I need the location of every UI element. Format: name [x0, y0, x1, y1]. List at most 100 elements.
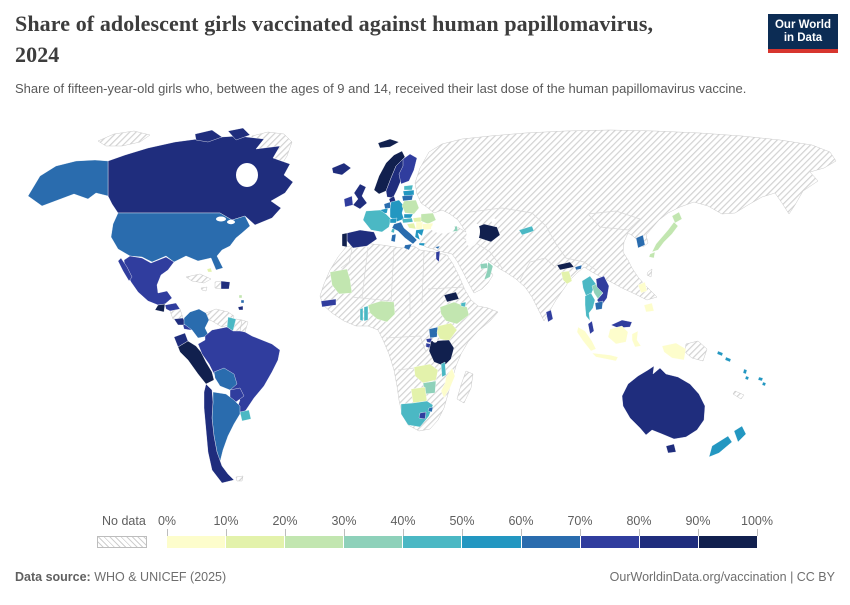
- country-brazil[interactable]: [197, 326, 281, 417]
- country-france[interactable]: [362, 209, 392, 233]
- legend-bin-0-10%[interactable]: [167, 536, 227, 548]
- country-indonesia-sumatra[interactable]: [576, 326, 597, 352]
- landmass-africa-no-data[interactable]: [319, 242, 499, 432]
- country-uruguay[interactable]: [239, 409, 252, 422]
- country-south-africa[interactable]: [400, 400, 434, 428]
- country-bolivia[interactable]: [213, 367, 238, 391]
- country-romania[interactable]: [420, 212, 437, 225]
- country-greece-crete[interactable]: [418, 242, 426, 247]
- country-canada-arctic-islands-2[interactable]: [227, 127, 251, 141]
- country-bahamas[interactable]: [206, 267, 213, 273]
- country-russia-west-wrap[interactable]: [97, 130, 151, 147]
- country-japan-kyushu[interactable]: [648, 251, 656, 259]
- legend-bin-60-70%[interactable]: [521, 536, 581, 548]
- country-peru[interactable]: [177, 340, 215, 385]
- country-djibouti[interactable]: [460, 301, 467, 308]
- country-canada[interactable]: [107, 135, 294, 226]
- country-jamaica[interactable]: [200, 286, 208, 292]
- country-australia[interactable]: [621, 365, 706, 440]
- country-united-arab-emirates[interactable]: [479, 262, 489, 270]
- country-trinidad-and-tobago[interactable]: [237, 305, 244, 311]
- country-falkland-islands[interactable]: [235, 475, 244, 482]
- country-norway[interactable]: [373, 150, 406, 195]
- country-thailand[interactable]: [584, 292, 596, 322]
- country-dominican-republic[interactable]: [220, 280, 231, 290]
- country-mauritania[interactable]: [329, 268, 353, 295]
- country-togo[interactable]: [359, 307, 364, 322]
- country-japan-hokkaido[interactable]: [671, 211, 683, 224]
- country-japan-honshu[interactable]: [651, 221, 679, 253]
- country-nigeria[interactable]: [367, 300, 396, 323]
- country-austria[interactable]: [401, 217, 414, 224]
- legend-bin-80-90%[interactable]: [639, 536, 699, 548]
- country-iceland[interactable]: [331, 162, 352, 176]
- country-spain[interactable]: [346, 229, 378, 249]
- legend-bin-70-80%[interactable]: [580, 536, 640, 548]
- country-solomon-islands[interactable]: [716, 350, 732, 363]
- legend-no-data-swatch[interactable]: [97, 536, 147, 548]
- country-mozambique[interactable]: [440, 367, 456, 399]
- country-new-caledonia[interactable]: [732, 390, 745, 400]
- country-tanzania[interactable]: [428, 339, 455, 367]
- landmass-eurasia-no-data[interactable]: [414, 129, 837, 322]
- country-lesotho[interactable]: [418, 411, 427, 420]
- country-south-korea[interactable]: [635, 234, 646, 249]
- country-italy-sicily[interactable]: [403, 243, 413, 251]
- country-ireland[interactable]: [343, 195, 354, 208]
- country-saint-lucia[interactable]: [238, 294, 243, 299]
- legend-bin-30-40%[interactable]: [344, 536, 404, 548]
- country-cyprus[interactable]: [434, 245, 441, 250]
- country-colombia[interactable]: [183, 308, 210, 339]
- country-hungary[interactable]: [412, 216, 423, 223]
- country-italy-sardinia[interactable]: [390, 233, 397, 243]
- country-oman[interactable]: [483, 261, 494, 281]
- country-barbados[interactable]: [240, 299, 245, 304]
- country-botswana[interactable]: [410, 386, 428, 404]
- country-latvia[interactable]: [402, 189, 415, 197]
- country-estonia[interactable]: [403, 184, 414, 191]
- legend-bin-90-100%[interactable]: [698, 536, 757, 548]
- country-eswatini[interactable]: [427, 406, 434, 413]
- country-indonesia-kalimantan[interactable]: [607, 325, 629, 345]
- country-haiti[interactable]: [214, 280, 222, 290]
- country-serbia[interactable]: [415, 221, 424, 231]
- country-australia-tasmania[interactable]: [665, 443, 677, 454]
- owid-link[interactable]: OurWorldinData.org/vaccination | CC BY: [609, 570, 835, 584]
- country-fiji[interactable]: [757, 376, 767, 387]
- country-switzerland[interactable]: [389, 217, 398, 224]
- legend-bin-50-60%[interactable]: [462, 536, 522, 548]
- country-kyrgyzstan[interactable]: [518, 225, 535, 236]
- country-lithuania[interactable]: [401, 194, 414, 202]
- country-cambodia[interactable]: [594, 300, 604, 311]
- country-usa[interactable]: [110, 212, 251, 271]
- country-united-kingdom[interactable]: [352, 183, 368, 210]
- country-philippines-mindanao[interactable]: [643, 302, 655, 313]
- country-honduras[interactable]: [164, 302, 181, 312]
- country-sri-lanka[interactable]: [545, 309, 554, 323]
- country-vanuatu[interactable]: [742, 368, 750, 381]
- country-senegal[interactable]: [320, 298, 337, 308]
- country-guatemala[interactable]: [154, 303, 166, 313]
- country-bangladesh[interactable]: [560, 270, 573, 285]
- country-croatia[interactable]: [406, 222, 417, 230]
- owid-logo[interactable]: Our World in Data: [768, 14, 838, 53]
- country-benin[interactable]: [363, 305, 369, 322]
- country-finland[interactable]: [398, 153, 418, 185]
- legend-bin-40-50%[interactable]: [403, 536, 463, 548]
- country-israel[interactable]: [435, 250, 441, 263]
- country-indonesia-java[interactable]: [591, 352, 619, 362]
- country-new-zealand-south[interactable]: [708, 435, 733, 458]
- country-greece[interactable]: [414, 228, 425, 241]
- country-papua-new-guinea[interactable]: [684, 340, 708, 362]
- country-new-zealand-north[interactable]: [733, 425, 747, 443]
- country-cuba[interactable]: [185, 273, 212, 284]
- country-portugal[interactable]: [341, 232, 348, 248]
- country-uganda[interactable]: [428, 326, 439, 339]
- country-indonesia-papua[interactable]: [661, 342, 687, 361]
- country-poland[interactable]: [401, 199, 420, 215]
- country-indonesia-sulawesi[interactable]: [631, 330, 642, 348]
- country-czechia[interactable]: [403, 213, 414, 219]
- country-paraguay[interactable]: [229, 387, 245, 403]
- country-mexico-baja[interactable]: [117, 257, 133, 282]
- country-taiwan[interactable]: [646, 268, 653, 278]
